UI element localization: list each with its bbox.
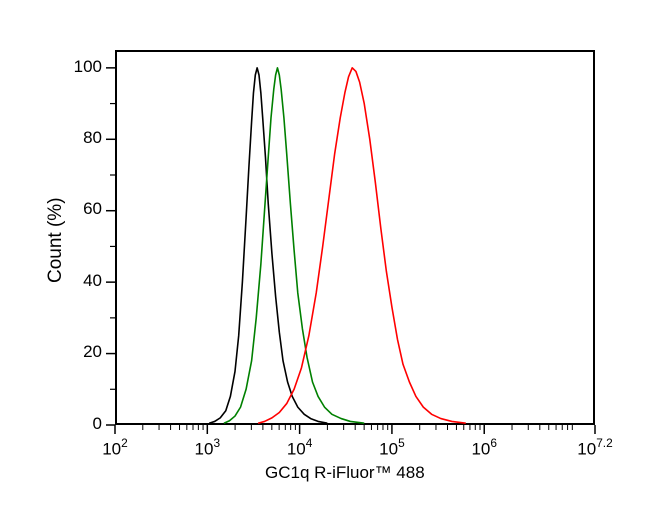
series-stained <box>258 68 466 423</box>
x-tick-label: 106 <box>459 437 509 460</box>
x-tick-label: 103 <box>182 437 232 460</box>
y-tick-label: 40 <box>83 271 102 291</box>
x-tick-label: 105 <box>367 437 417 460</box>
chart-container: Count (%) GC1q R-iFluor™ 488 0 20 40 60 80 10… <box>0 0 650 520</box>
y-tick-label: 20 <box>83 342 102 362</box>
y-tick-label: 100 <box>74 57 102 77</box>
y-tick-label: 0 <box>93 414 102 434</box>
x-tick-label: 104 <box>275 437 325 460</box>
y-tick-label: 80 <box>83 128 102 148</box>
y-tick-label: 60 <box>83 199 102 219</box>
y-axis-title: Count (%) <box>45 197 67 283</box>
x-tick-label: 102 <box>90 437 140 460</box>
x-axis-title: GC1q R-iFluor™ 488 <box>265 463 425 483</box>
x-tick-label: 107.2 <box>570 437 620 460</box>
